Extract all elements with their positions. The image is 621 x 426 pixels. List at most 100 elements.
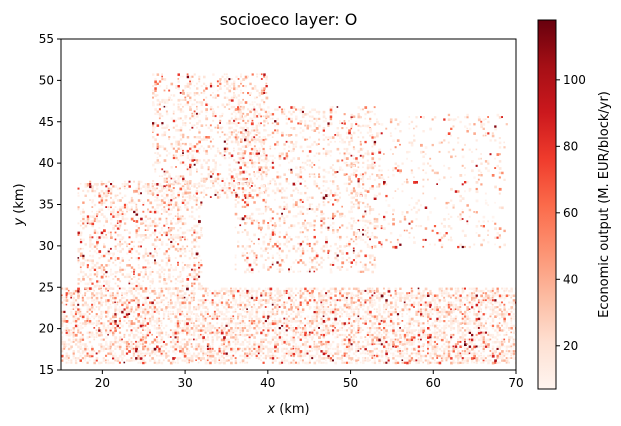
heatmap-cell <box>198 222 201 225</box>
heatmap-cell <box>205 187 208 190</box>
heatmap-cell <box>401 333 404 336</box>
heatmap-cell <box>225 292 228 294</box>
heatmap-cell <box>151 310 154 313</box>
heatmap-cell <box>285 320 288 323</box>
heatmap-cell <box>96 215 98 218</box>
heatmap-cell <box>200 264 203 267</box>
heatmap-cell <box>498 322 501 324</box>
heatmap-cell <box>147 278 149 280</box>
heatmap-cell <box>130 278 133 280</box>
heatmap-cell <box>181 343 184 345</box>
heatmap-cell <box>114 245 117 248</box>
heatmap-cell <box>191 115 194 118</box>
heatmap-cell <box>477 322 481 325</box>
heatmap-cell <box>191 124 194 127</box>
heatmap-cell <box>170 222 173 225</box>
heatmap-cell <box>431 336 434 339</box>
heatmap-cell <box>510 354 512 357</box>
heatmap-cell <box>348 303 350 306</box>
heatmap-cell <box>431 357 434 360</box>
heatmap-cell <box>357 294 360 297</box>
heatmap-cell <box>179 308 182 311</box>
heatmap-cell <box>154 187 157 190</box>
heatmap-cell <box>447 345 451 349</box>
heatmap-cell <box>89 287 92 290</box>
heatmap-cell <box>376 333 379 337</box>
heatmap-cell <box>140 271 143 274</box>
heatmap-cell <box>98 333 101 337</box>
heatmap-cell <box>325 313 328 316</box>
heatmap-cell <box>355 336 357 338</box>
heatmap-cell <box>237 340 240 343</box>
heatmap-cell <box>165 85 168 87</box>
heatmap-cell <box>459 361 462 364</box>
heatmap-cell <box>70 329 72 331</box>
heatmap-cell <box>195 343 198 346</box>
heatmap-cell <box>137 185 140 188</box>
heatmap-cell <box>241 294 245 297</box>
heatmap-cell <box>267 315 270 318</box>
heatmap-cell <box>304 347 307 351</box>
heatmap-cell <box>121 196 124 199</box>
heatmap-cell <box>503 306 506 309</box>
heatmap-cell <box>196 187 199 190</box>
heatmap-cell <box>100 183 104 186</box>
heatmap-cell <box>102 347 106 351</box>
heatmap-cell <box>128 301 131 304</box>
heatmap-cell <box>112 322 114 325</box>
heatmap-cell <box>72 329 76 332</box>
heatmap-cell <box>162 345 166 348</box>
heatmap-cell <box>91 261 94 265</box>
heatmap-cell <box>292 336 295 339</box>
heatmap-cell <box>318 308 321 311</box>
heatmap-cell <box>431 345 435 349</box>
heatmap-cell <box>232 322 235 325</box>
heatmap-cell <box>494 294 497 297</box>
heatmap-cell <box>403 338 406 341</box>
heatmap-cell <box>510 294 513 297</box>
heatmap-cell <box>464 313 466 315</box>
heatmap-cell <box>313 301 316 304</box>
heatmap-cell <box>116 222 119 224</box>
heatmap-cell <box>376 320 379 323</box>
heatmap-cell <box>165 210 168 213</box>
heatmap-cell <box>459 354 462 358</box>
heatmap-cell <box>334 320 337 323</box>
heatmap-cell <box>216 313 218 315</box>
heatmap-cell <box>105 220 108 223</box>
heatmap-cell <box>396 306 399 309</box>
heatmap-cell <box>362 292 364 294</box>
heatmap-cell <box>440 354 444 358</box>
heatmap-cell <box>179 147 183 151</box>
heatmap-cell <box>181 245 184 248</box>
heatmap-cell <box>227 354 230 357</box>
heatmap-cell <box>459 345 462 348</box>
heatmap-cell <box>457 306 460 309</box>
heatmap-cell <box>130 343 133 346</box>
heatmap-cell <box>89 259 92 262</box>
heatmap-cell <box>169 320 173 323</box>
heatmap-cell <box>503 308 506 311</box>
heatmap-cell <box>182 180 184 182</box>
heatmap-cell <box>299 345 302 348</box>
heatmap-cell <box>96 236 98 239</box>
heatmap-cell <box>413 320 416 323</box>
heatmap-cell <box>158 347 161 351</box>
heatmap-cell <box>471 354 473 357</box>
heatmap-cell <box>420 327 423 330</box>
heatmap-cell <box>311 347 313 350</box>
heatmap-cell <box>205 177 208 181</box>
heatmap-cell <box>343 292 346 295</box>
heatmap-cell <box>318 306 321 309</box>
heatmap-cell <box>327 310 329 313</box>
heatmap-cell <box>383 361 386 364</box>
heatmap-cell <box>79 254 82 257</box>
heatmap-cell <box>505 296 508 299</box>
heatmap-cell <box>95 359 98 362</box>
heatmap-cell <box>454 357 457 359</box>
heatmap-cell <box>189 159 191 161</box>
heatmap-cell <box>440 299 443 301</box>
heatmap-cell <box>137 257 140 260</box>
heatmap-cell <box>146 350 149 353</box>
heatmap-cell <box>327 327 330 329</box>
